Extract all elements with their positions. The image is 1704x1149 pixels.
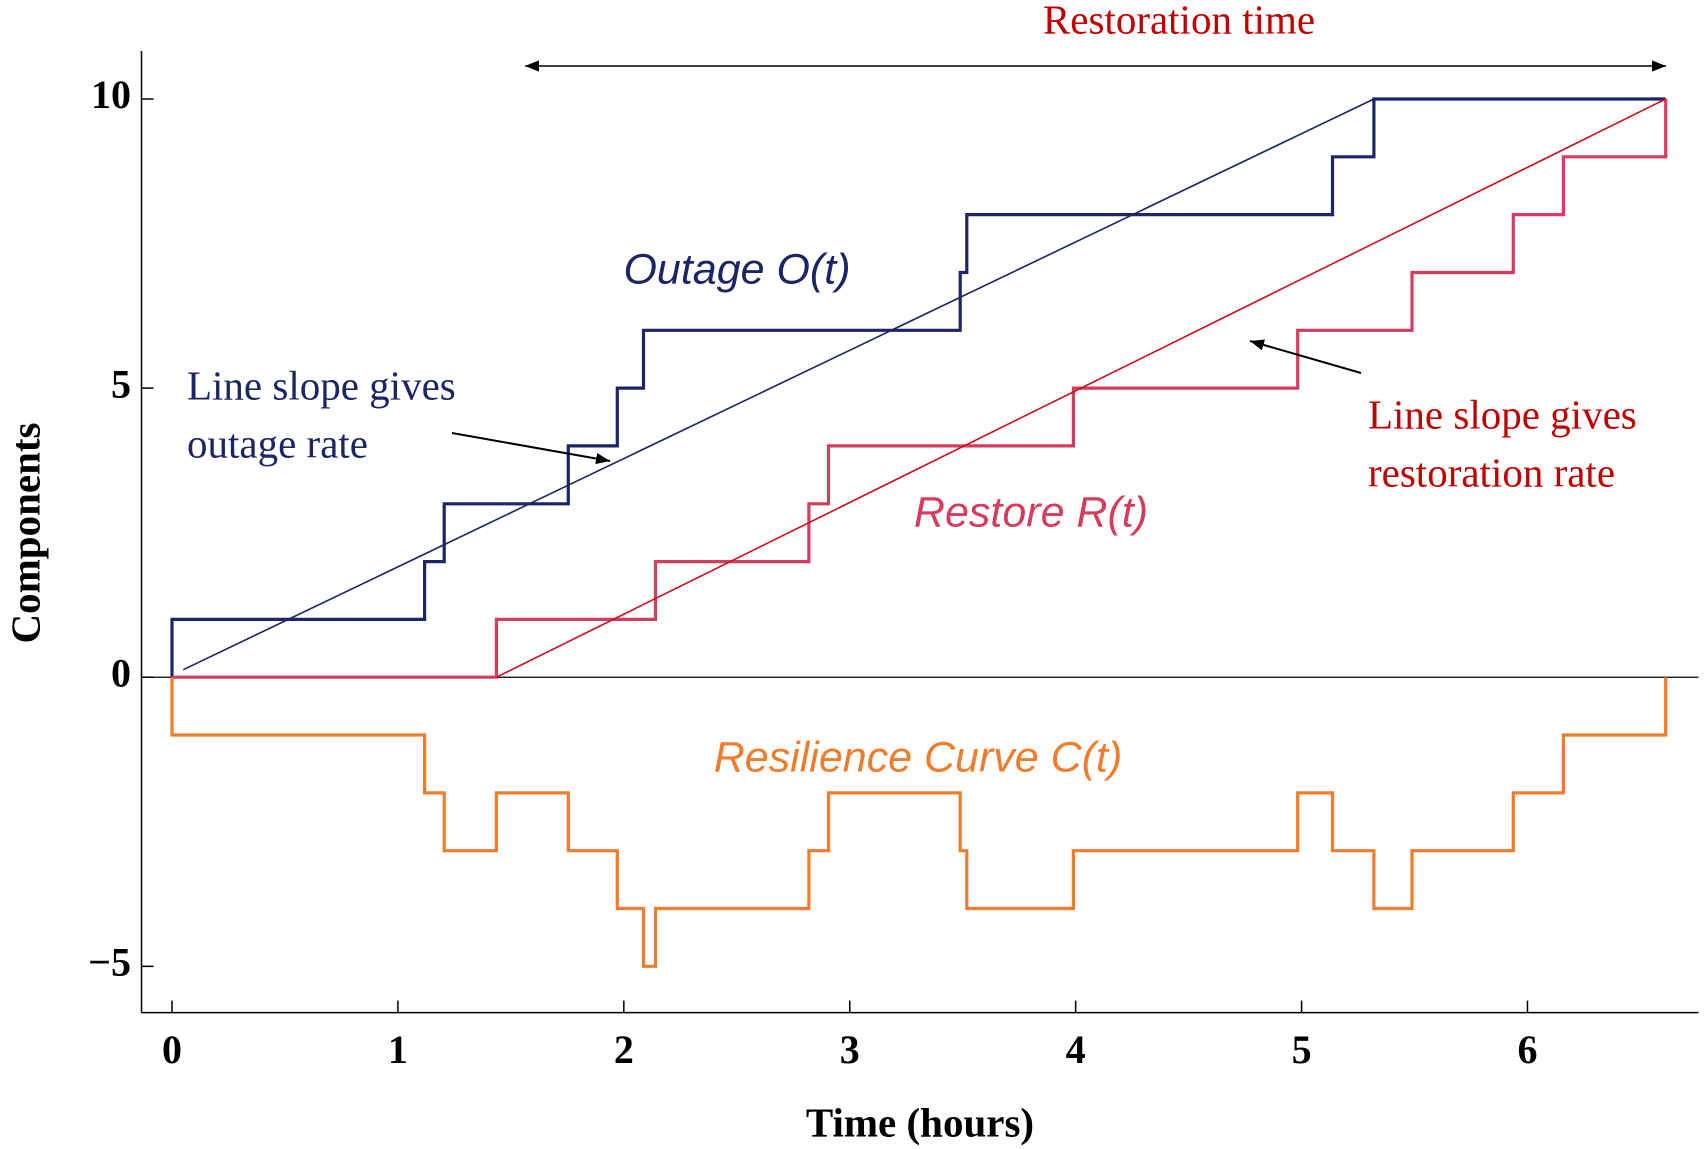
x-tick-label: 6 — [1517, 1027, 1537, 1072]
annotation: Line slope gives — [187, 362, 456, 408]
step-line — [170, 677, 1668, 968]
annotation-arrow — [1249, 339, 1362, 374]
y-tick-label: 5 — [111, 361, 131, 406]
x-axis-label: Time (hours) — [806, 1099, 1034, 1145]
series-label: Resilience Curve C(t) — [714, 733, 1123, 781]
x-tick-label: 2 — [614, 1027, 634, 1072]
x-tick-label: 3 — [840, 1027, 860, 1072]
y-tick-label: −5 — [88, 940, 131, 985]
trend-line — [496, 98, 1667, 678]
series-label: Outage O(t) — [623, 245, 850, 293]
x-tick-label: 5 — [1292, 1027, 1312, 1072]
series-label: Restore R(t) — [914, 488, 1148, 536]
annotation: outage rate — [187, 420, 368, 466]
annotation: Line slope gives — [1368, 391, 1637, 437]
step-line — [172, 99, 1668, 679]
y-axis-label: Components — [2, 423, 48, 644]
annotation: restoration rate — [1368, 449, 1615, 495]
x-tick-label: 1 — [388, 1027, 408, 1072]
y-tick-label: 0 — [111, 650, 131, 695]
annotation-arrow — [451, 432, 611, 465]
x-tick-label: 4 — [1066, 1027, 1086, 1072]
step-line — [170, 97, 1666, 678]
trend-line — [182, 98, 1375, 671]
x-tick-label: 0 — [162, 1027, 182, 1072]
y-tick-label: 10 — [91, 72, 131, 117]
annotation: Restoration time — [1043, 0, 1315, 42]
